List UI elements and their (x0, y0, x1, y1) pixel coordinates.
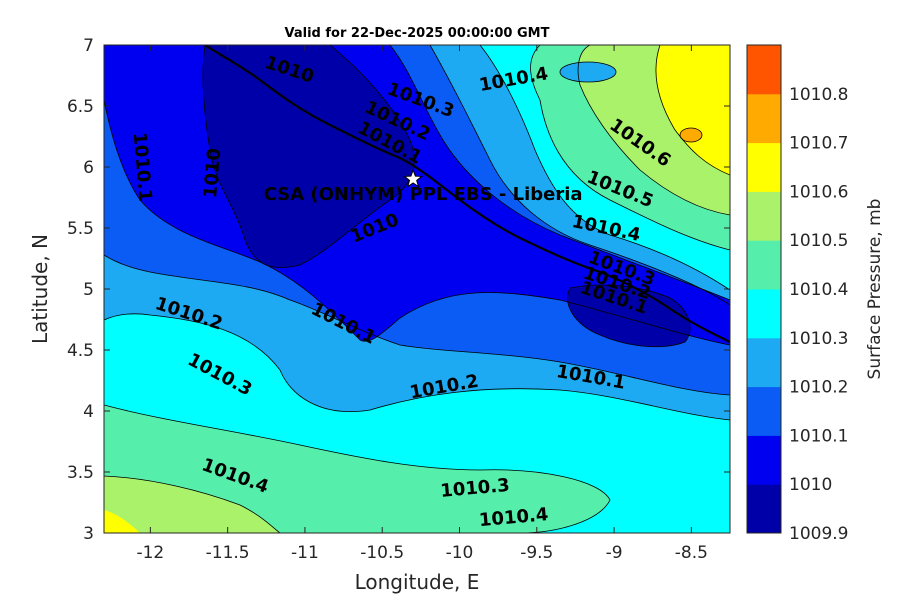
colorbar-tick-label: 1010.3 (789, 329, 848, 349)
site-label: CSA (ONHYM) PPL EBS - Liberia (264, 184, 583, 205)
x-tick-label: -9 (606, 543, 623, 563)
colorbar-tick-label: 1010.2 (789, 378, 848, 398)
colorbar-swatch (747, 93, 781, 144)
y-axis-ticks: 3 3.5 4 4.5 5 5.5 6 6.5 7 (67, 36, 730, 544)
contour-bands (104, 45, 730, 533)
colorbar-swatch (747, 435, 781, 485)
x-tick-label: -10.5 (360, 543, 404, 563)
y-tick-label: 3 (83, 524, 94, 544)
band-1010-5-sw (104, 476, 280, 533)
colorbar-swatch (747, 386, 781, 436)
y-tick-label: 3.5 (67, 463, 94, 483)
contour-lines (104, 45, 730, 533)
y-tick-label: 5 (83, 280, 94, 300)
colorbar-tick-label: 1009.9 (789, 524, 848, 544)
colorbar-tick-label: 1010.5 (789, 231, 848, 251)
colorbar-tick-label: 1010.1 (789, 426, 848, 446)
y-tick-label: 5.5 (67, 219, 94, 239)
band-1010-2-blob (559, 61, 617, 83)
y-tick-label: 7 (83, 36, 94, 56)
band-1010-6-sw (104, 510, 140, 533)
band-1010-6-ne (655, 45, 730, 175)
band-1010-7-blob (679, 127, 703, 143)
star-icon (403, 168, 424, 188)
colorbar-tick-label: 1010.7 (789, 134, 848, 154)
colorbar-frame (746, 44, 782, 534)
site-marker: CSA (ONHYM) PPL EBS - Liberia (264, 168, 583, 205)
x-tick-label: -12 (136, 543, 164, 563)
colorbar: 1009.9 1010 1010.1 1010.2 1010.3 1010.4 1010.5… (746, 44, 848, 544)
x-tick-label: -9.5 (520, 543, 553, 563)
y-tick-label: 6.5 (67, 97, 94, 117)
x-tick-label: -8.5 (675, 543, 708, 563)
band-1010-4-south (104, 405, 610, 533)
colorbar-swatch (747, 289, 781, 339)
coastline (204, 45, 730, 343)
colorbar-tick-label: 1010 (789, 475, 832, 495)
band-1009-9-west (202, 45, 415, 268)
colorbar-tick-label: 1010.4 (789, 280, 848, 300)
x-tick-label: -11 (291, 543, 319, 563)
colorbar-tick-label: 1010.6 (789, 182, 848, 202)
colorbar-swatch (747, 142, 781, 192)
colorbar-swatch (747, 191, 781, 241)
y-axis-label: Latitude, N (28, 234, 52, 344)
x-axis-ticks: -12 -11.5 -11 -10.5 -10 -9.5 -9 -8.5 (136, 45, 708, 563)
y-tick-label: 4.5 (67, 341, 94, 361)
colorbar-label: Surface Pressure, mb (865, 199, 885, 380)
contour-label: 1010 (200, 147, 225, 199)
map-title: Valid for 22-Dec-2025 00:00:00 GMT (285, 26, 550, 41)
colorbar-swatch (747, 240, 781, 290)
colorbar-swatch (747, 337, 781, 388)
x-tick-label: -10 (446, 543, 474, 563)
y-tick-label: 4 (83, 402, 94, 422)
y-tick-label: 6 (83, 158, 94, 178)
colorbar-tick-label: 1010.8 (789, 85, 848, 105)
x-axis-label: Longitude, E (355, 570, 480, 594)
colorbar-swatch (747, 484, 781, 534)
colorbar-swatch (747, 45, 781, 95)
x-tick-label: -11.5 (206, 543, 250, 563)
